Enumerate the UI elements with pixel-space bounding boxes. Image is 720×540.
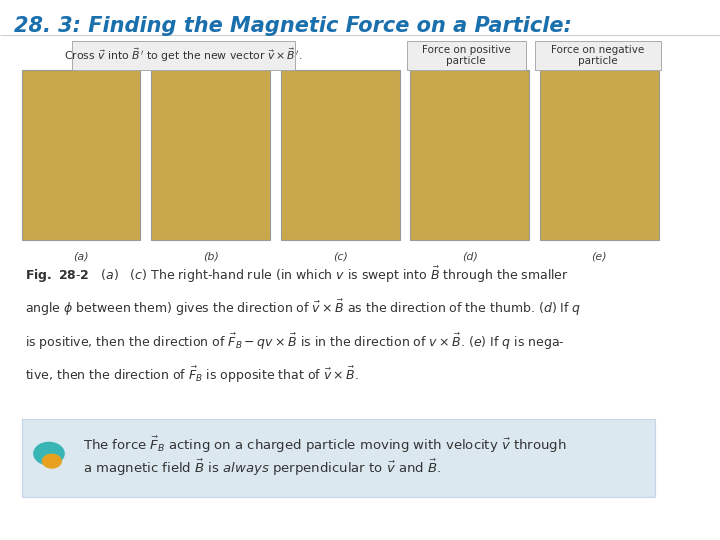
FancyBboxPatch shape	[410, 70, 529, 240]
Text: (e): (e)	[592, 251, 607, 261]
Circle shape	[42, 454, 62, 469]
Text: Force on negative
particle: Force on negative particle	[552, 45, 644, 66]
FancyBboxPatch shape	[22, 418, 655, 497]
Text: angle $\phi$ between them) gives the direction of $\vec{v}\times\vec{B}$ as the : angle $\phi$ between them) gives the dir…	[25, 298, 582, 319]
FancyBboxPatch shape	[281, 70, 400, 240]
FancyBboxPatch shape	[72, 40, 295, 70]
Text: (d): (d)	[462, 251, 478, 261]
Text: (a): (a)	[73, 251, 89, 261]
Text: (c): (c)	[333, 251, 348, 261]
Text: is positive, then the direction of $\vec{F}_B - qv\times\vec{B}$ is in the direc: is positive, then the direction of $\vec…	[25, 332, 565, 352]
FancyBboxPatch shape	[22, 70, 140, 240]
Text: 28. 3: Finding the Magnetic Force on a Particle:: 28. 3: Finding the Magnetic Force on a P…	[14, 16, 572, 36]
Text: $\mathbf{Fig.\ 28\text{-}2}$   $(a)$   $(c)$ The right-hand rule (in which $v$ i: $\mathbf{Fig.\ 28\text{-}2}$ $(a)$ $(c)$…	[25, 265, 569, 285]
Text: a magnetic field $\vec{B}$ is $\mathit{always}$ perpendicular to $\vec{v}$ and $: a magnetic field $\vec{B}$ is $\mathit{a…	[83, 457, 441, 478]
Text: (b): (b)	[202, 251, 219, 261]
FancyBboxPatch shape	[407, 40, 526, 70]
FancyBboxPatch shape	[151, 70, 270, 240]
Text: tive, then the direction of $\vec{F}_B$ is opposite that of $\vec{v}\times\vec{B: tive, then the direction of $\vec{F}_B$ …	[25, 365, 359, 386]
FancyBboxPatch shape	[535, 40, 661, 70]
Text: Force on positive
particle: Force on positive particle	[422, 45, 510, 66]
FancyBboxPatch shape	[540, 70, 659, 240]
Text: The force $\vec{F}_B$ acting on a charged particle moving with velocity $\vec{v}: The force $\vec{F}_B$ acting on a charge…	[83, 435, 567, 455]
Text: Cross $\vec{v}$ into $\vec{B}^{\,\prime}$ to get the new vector $\vec{v}\times\v: Cross $\vec{v}$ into $\vec{B}^{\,\prime}…	[64, 46, 303, 64]
Circle shape	[33, 442, 65, 465]
